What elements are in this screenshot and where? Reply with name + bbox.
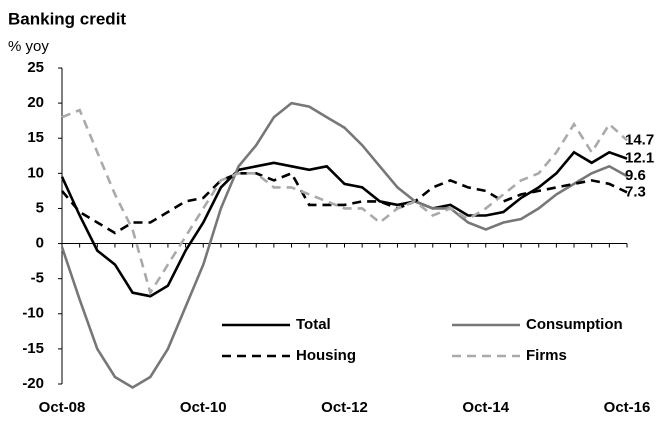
- x-tick-label: Oct-12: [321, 399, 368, 416]
- y-tick-label: 5: [36, 199, 44, 216]
- legend-label: Firms: [526, 347, 567, 364]
- y-tick-label: -10: [22, 305, 44, 322]
- end-label: 9.6: [625, 167, 646, 184]
- series-line: [61, 108, 628, 296]
- x-tick-label: Oct-14: [462, 399, 509, 416]
- y-tick-label: 0: [36, 235, 44, 252]
- end-label: 14.7: [625, 131, 654, 148]
- y-tick-label: 15: [27, 129, 44, 146]
- y-tick-label: -20: [22, 375, 44, 392]
- x-tick-label: Oct-16: [604, 399, 651, 416]
- series-line: [60, 150, 628, 298]
- y-tick-label: 25: [27, 59, 44, 76]
- y-tick-label: -15: [22, 340, 44, 357]
- series-line: [61, 171, 628, 235]
- y-tick-label: 10: [27, 164, 44, 181]
- x-tick-label: Oct-10: [180, 399, 227, 416]
- chart-subtitle: % yoy: [8, 38, 49, 55]
- legend-label: Total: [296, 316, 331, 333]
- end-label: 12.1: [625, 150, 654, 167]
- x-tick-label: Oct-08: [39, 399, 86, 416]
- legend-label: Consumption: [526, 316, 623, 333]
- y-tick-label: -5: [31, 270, 44, 287]
- end-label: 7.3: [625, 183, 646, 200]
- y-tick-label: 20: [27, 94, 44, 111]
- chart-title: Banking credit: [8, 9, 126, 28]
- series-line: [60, 101, 628, 390]
- legend-label: Housing: [296, 347, 356, 364]
